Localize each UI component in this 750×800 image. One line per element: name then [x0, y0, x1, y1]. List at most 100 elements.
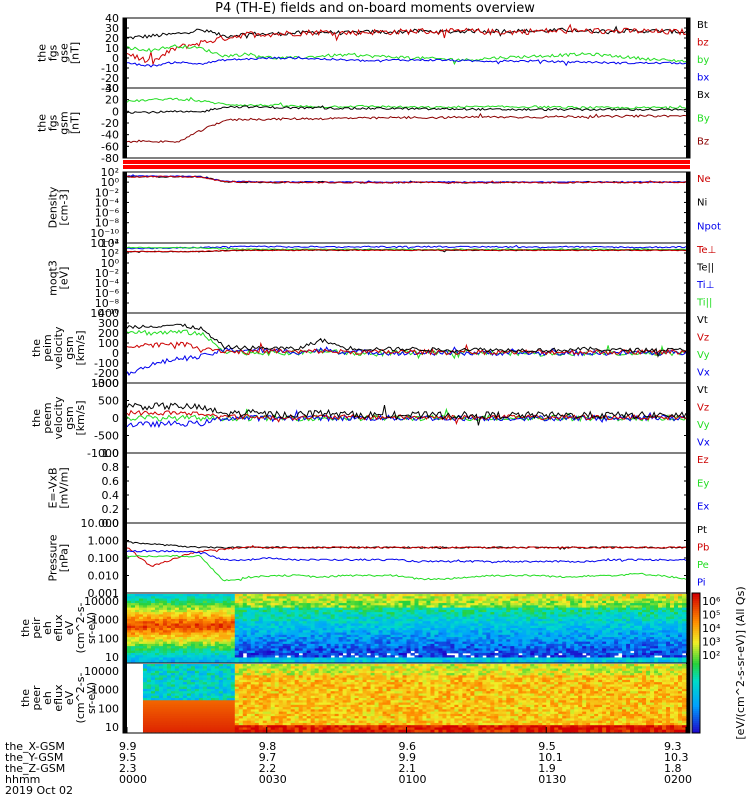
- spectrogram-cell: [246, 648, 252, 652]
- spectrogram-cell: [150, 666, 156, 669]
- spectrogram-cell: [626, 603, 631, 606]
- spectrogram-cell: [422, 625, 427, 629]
- panel-left-edge: [123, 453, 127, 523]
- panel-left-edge: [123, 593, 127, 663]
- spectrogram-cell: [342, 623, 347, 627]
- spectrogram-cell: [550, 637, 555, 640]
- spectrogram-cell: [510, 657, 515, 661]
- spectrogram-cell: [190, 605, 196, 608]
- spectrogram-cell: [658, 603, 663, 606]
- spectrogram-cell: [550, 659, 555, 663]
- spectrogram-cell: [226, 648, 232, 652]
- spectrogram-cell: [506, 612, 511, 615]
- spectrogram-cell: [182, 652, 188, 656]
- spectrogram-cell: [578, 657, 583, 661]
- spectrogram-cell: [306, 646, 312, 649]
- spectrogram-cell: [258, 607, 264, 611]
- spectrogram-cell: [390, 605, 395, 608]
- spectrogram-cell: [154, 652, 160, 656]
- spectrogram-cell: [638, 596, 643, 599]
- spectrogram-cell: [162, 652, 168, 656]
- spectrogram-cell: [270, 643, 276, 647]
- spectrogram-cell: [166, 616, 172, 620]
- spectrogram-cell: [434, 616, 439, 620]
- spectrogram-cell: [666, 614, 671, 618]
- spectrogram-cell: [190, 688, 196, 692]
- spectrogram-cell: [426, 594, 431, 597]
- spectrogram-cell: [270, 618, 276, 622]
- spectrogram-cell: [366, 616, 371, 620]
- spectrogram-cell: [130, 659, 136, 663]
- spectrogram-cell: [486, 655, 491, 658]
- spectrogram-cell: [438, 621, 443, 624]
- spectrogram-cell: [470, 643, 475, 647]
- spectrogram-cell: [578, 614, 583, 618]
- spectrogram-cell: [170, 704, 176, 708]
- spectrogram-cell: [270, 621, 276, 624]
- spectrogram-cell: [214, 614, 220, 618]
- spectrogram-cell: [338, 634, 344, 638]
- spectrogram-cell: [398, 628, 403, 631]
- spectrogram-cell: [658, 596, 663, 599]
- spectrogram-cell: [162, 618, 168, 622]
- spectrogram-cell: [390, 625, 395, 629]
- legend-bx: bx: [697, 73, 709, 84]
- spectrogram-cell: [402, 607, 407, 611]
- spectrogram-cell: [130, 639, 136, 642]
- spectrogram-cell: [262, 607, 268, 611]
- spectrogram-cell: [438, 637, 443, 640]
- spectrogram-cell: [534, 614, 539, 618]
- spectrogram-cell: [418, 643, 423, 647]
- spectrogram-cell: [662, 603, 667, 606]
- spectrogram-cell: [670, 652, 675, 656]
- spectrogram-cell: [162, 670, 168, 674]
- spectrogram-cell: [230, 598, 236, 602]
- spectrogram-cell: [194, 632, 200, 636]
- spectrogram-cell: [418, 621, 423, 624]
- spectrogram-cell: [210, 682, 216, 685]
- spectrogram-cell: [142, 652, 148, 656]
- spectrogram-cell: [634, 618, 639, 622]
- spectrogram-cell: [558, 612, 563, 615]
- spectrogram-cell: [674, 659, 679, 663]
- spectrogram-cell: [622, 605, 627, 608]
- spectrogram-cell: [394, 648, 399, 652]
- spectrogram-cell: [662, 630, 667, 633]
- spectrogram-cell: [482, 616, 487, 620]
- spectrogram-cell: [202, 655, 208, 658]
- spectrogram-cell: [566, 637, 571, 640]
- spectrogram-cell: [418, 596, 423, 599]
- spectrogram-cell: [318, 609, 324, 613]
- spectrogram-cell: [606, 646, 611, 649]
- spectrogram-cell: [190, 641, 196, 645]
- spectrogram-cell: [526, 600, 531, 604]
- spectrogram-cell: [506, 639, 511, 642]
- spectrogram-cell: [358, 594, 363, 597]
- spectrogram-cell: [634, 639, 639, 642]
- spectrogram-cell: [594, 637, 599, 640]
- spectrogram-cell: [218, 643, 224, 647]
- spectrogram-cell: [314, 612, 320, 615]
- spectrogram-cell: [182, 718, 188, 722]
- spectrogram-cell: [142, 643, 148, 647]
- spectrogram-cell: [398, 609, 403, 613]
- spectrogram-cell: [154, 727, 160, 731]
- spectrogram-cell: [526, 618, 531, 622]
- spectrogram-cell: [254, 632, 260, 636]
- spectrogram-cell: [378, 659, 383, 663]
- spectrogram-cell: [210, 609, 216, 613]
- spectrogram-cell: [127, 641, 132, 645]
- spectrogram-cell: [394, 603, 399, 606]
- spectrogram-cell: [682, 609, 687, 613]
- spectrogram-cell: [210, 666, 216, 669]
- spectrogram-cell: [522, 614, 527, 618]
- status-bar-lower: [123, 165, 690, 169]
- spectrogram-cell: [194, 603, 200, 606]
- spectrogram-cell: [362, 646, 367, 649]
- spectrogram-cell: [622, 609, 627, 613]
- spectrogram-cell: [266, 614, 272, 618]
- spectrogram-cell: [290, 652, 296, 656]
- spectrogram-cell: [346, 625, 351, 629]
- spectrogram-cell: [398, 603, 403, 606]
- spectrogram-cell: [522, 634, 527, 638]
